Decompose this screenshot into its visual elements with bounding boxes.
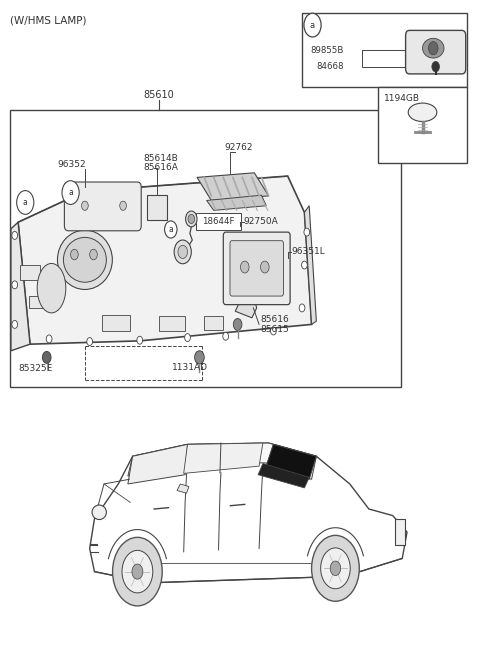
Circle shape [312, 536, 360, 601]
Polygon shape [266, 444, 316, 479]
FancyBboxPatch shape [223, 232, 290, 305]
Text: 92762: 92762 [225, 143, 253, 152]
Ellipse shape [92, 505, 107, 520]
Circle shape [137, 336, 143, 344]
FancyBboxPatch shape [196, 213, 241, 230]
Circle shape [321, 548, 350, 589]
Text: 85616A: 85616A [144, 163, 179, 172]
Circle shape [304, 228, 310, 236]
Circle shape [186, 211, 197, 227]
Text: a: a [310, 21, 315, 30]
Bar [21, 265, 39, 279]
Polygon shape [90, 443, 407, 583]
Circle shape [12, 232, 18, 240]
Bar [204, 316, 223, 330]
Text: 84668: 84668 [316, 62, 344, 71]
Polygon shape [128, 443, 316, 476]
Ellipse shape [408, 103, 437, 122]
Text: 89855B: 89855B [311, 46, 344, 55]
Circle shape [304, 13, 321, 37]
Bar [159, 316, 185, 331]
Circle shape [122, 550, 153, 593]
Circle shape [233, 318, 242, 330]
Polygon shape [128, 444, 188, 484]
Polygon shape [184, 443, 263, 473]
Circle shape [12, 320, 18, 328]
Bar [10, 110, 401, 387]
Bar [378, 87, 467, 163]
Text: a: a [68, 188, 73, 197]
FancyBboxPatch shape [406, 30, 466, 74]
Circle shape [90, 250, 97, 260]
Text: 96352: 96352 [58, 160, 86, 169]
Text: 85615: 85615 [260, 324, 289, 334]
Circle shape [429, 42, 438, 55]
Polygon shape [177, 484, 189, 493]
Circle shape [178, 246, 188, 258]
Text: 18644F: 18644F [202, 217, 235, 226]
Text: a: a [168, 225, 173, 234]
Circle shape [17, 191, 34, 214]
Circle shape [271, 327, 276, 335]
Circle shape [174, 240, 192, 263]
Text: 85616: 85616 [260, 315, 289, 324]
Circle shape [223, 332, 228, 340]
Text: 85610: 85610 [144, 90, 174, 100]
Polygon shape [304, 206, 316, 324]
Polygon shape [258, 463, 309, 488]
Polygon shape [197, 173, 269, 201]
Circle shape [261, 261, 269, 273]
Polygon shape [11, 222, 30, 351]
FancyBboxPatch shape [64, 182, 141, 231]
Text: 85614B: 85614B [144, 154, 179, 163]
Text: (W/HMS LAMP): (W/HMS LAMP) [10, 16, 86, 26]
Circle shape [165, 221, 177, 238]
Bar [395, 519, 405, 545]
Ellipse shape [63, 238, 107, 282]
Circle shape [195, 351, 204, 364]
Ellipse shape [37, 263, 66, 313]
Polygon shape [235, 297, 257, 318]
Text: 1194GB: 1194GB [384, 94, 420, 103]
Bar [29, 296, 46, 308]
Polygon shape [18, 176, 312, 344]
Text: 96351L: 96351L [291, 248, 325, 256]
Circle shape [330, 561, 341, 575]
Circle shape [42, 352, 51, 363]
Text: a: a [23, 198, 28, 207]
Ellipse shape [58, 230, 112, 289]
Circle shape [301, 261, 307, 269]
Bar [147, 195, 167, 220]
Circle shape [62, 181, 79, 205]
Circle shape [46, 335, 52, 343]
Circle shape [82, 201, 88, 211]
Polygon shape [266, 444, 316, 479]
Bar [102, 314, 130, 331]
Polygon shape [206, 195, 266, 211]
Text: 1131AD: 1131AD [172, 363, 208, 372]
Circle shape [299, 304, 305, 312]
Circle shape [12, 281, 18, 289]
Ellipse shape [422, 38, 444, 58]
Circle shape [185, 334, 191, 342]
Circle shape [87, 338, 93, 346]
Bar [302, 13, 467, 87]
Circle shape [188, 214, 195, 224]
Circle shape [120, 201, 126, 211]
Text: 85325E: 85325E [19, 364, 53, 373]
Circle shape [240, 261, 249, 273]
Circle shape [432, 62, 440, 72]
Circle shape [113, 538, 162, 606]
Circle shape [132, 564, 143, 579]
FancyBboxPatch shape [230, 241, 283, 296]
Text: 92750A: 92750A [244, 217, 278, 226]
Circle shape [71, 250, 78, 260]
